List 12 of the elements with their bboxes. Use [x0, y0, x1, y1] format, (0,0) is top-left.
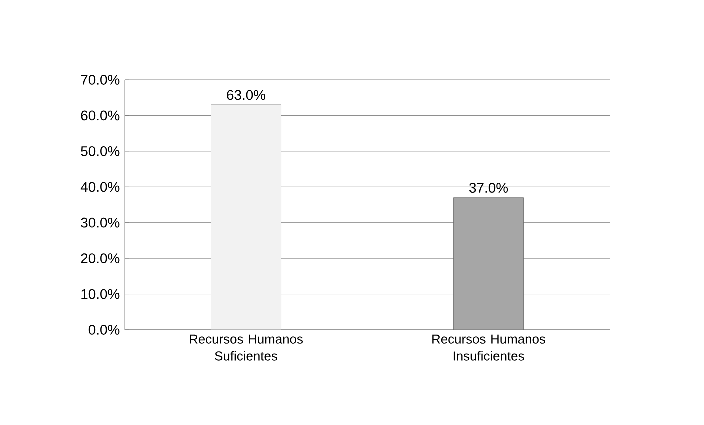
y-tick-label: 70.0%	[81, 75, 120, 85]
data-label: 37.0%	[470, 183, 508, 194]
y-tick-label: 20.0%	[81, 254, 120, 264]
x-tick-label: Recursos Humanos Suficientes	[190, 334, 303, 361]
y-tick-label: 50.0%	[81, 146, 120, 156]
y-tick-label: 40.0%	[80, 182, 120, 192]
y-tick-label: 10.0%	[82, 289, 120, 300]
y-tick-label: 30.0%	[81, 218, 120, 228]
y-tick-label: 60.0%	[81, 110, 120, 121]
x-tick-label: Recursos Humanos Insuficientes	[432, 334, 546, 361]
y-tick-label: 0.0%	[88, 325, 120, 335]
data-label: 63.0%	[227, 90, 266, 100]
